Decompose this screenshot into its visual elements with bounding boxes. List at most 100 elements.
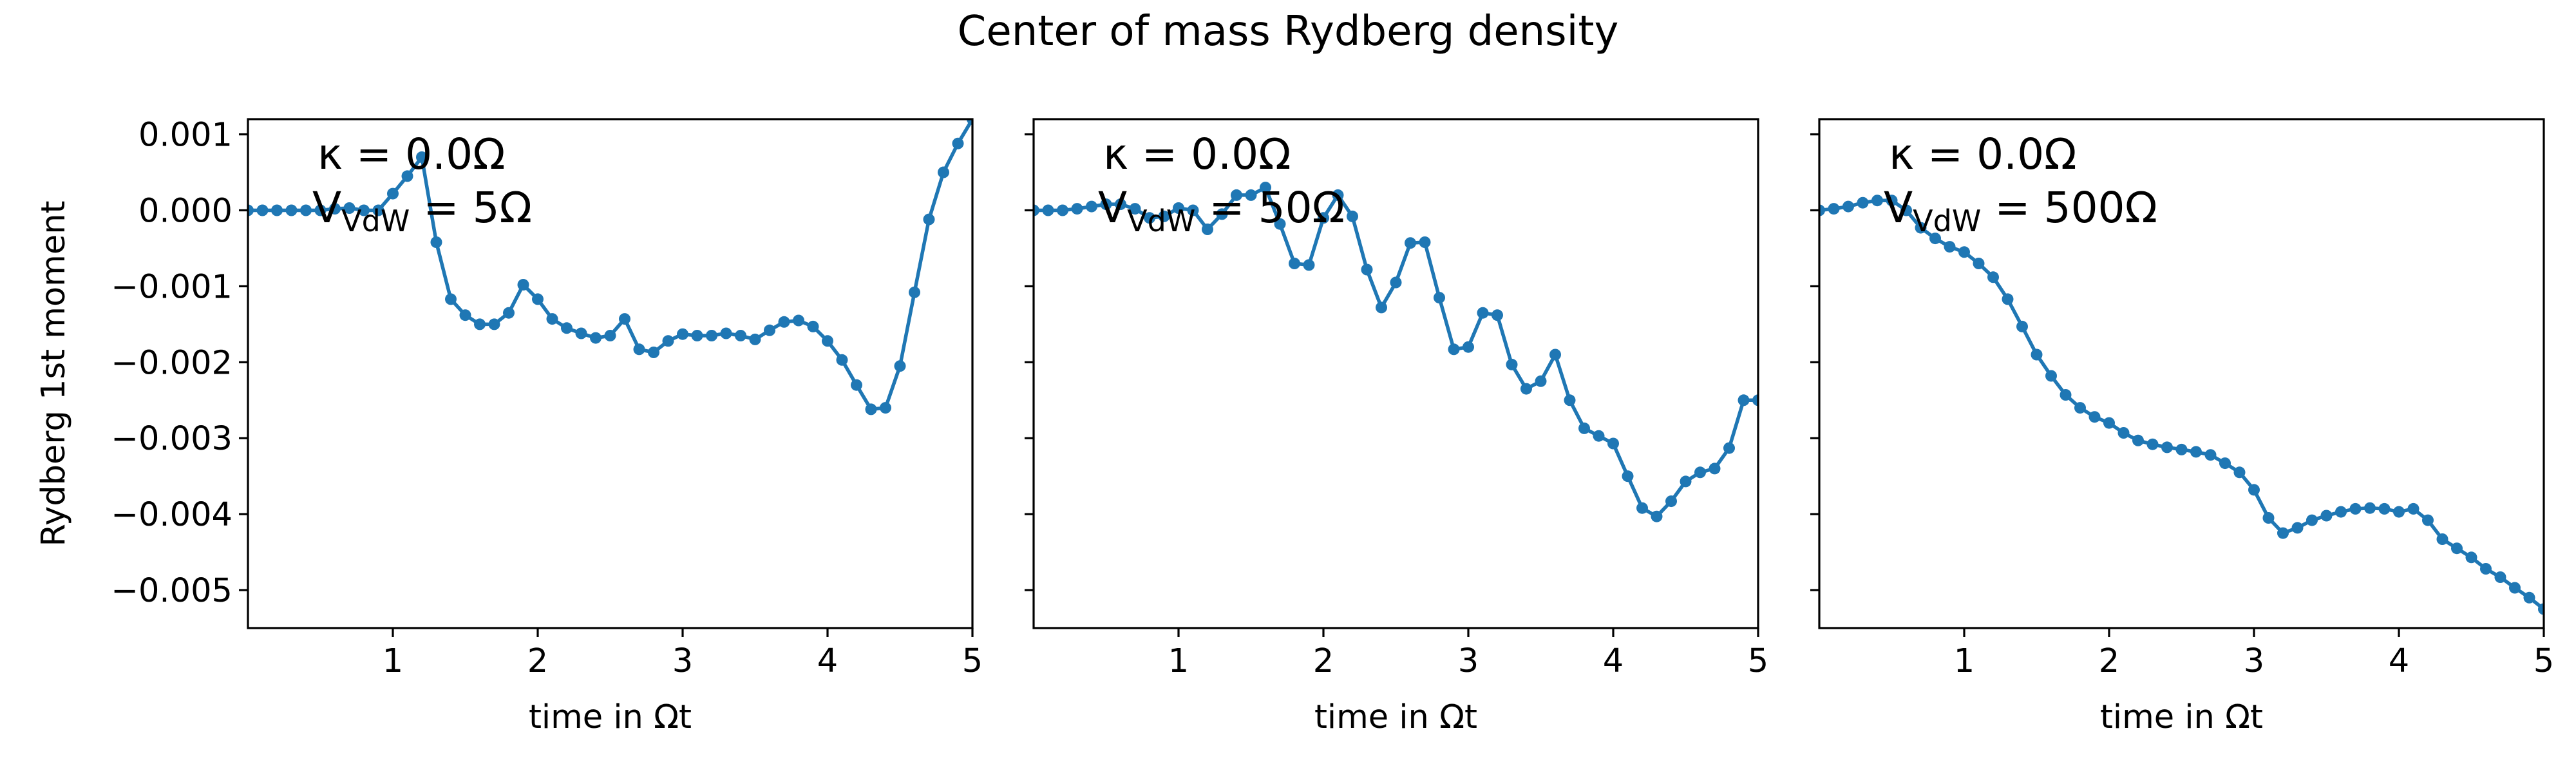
data-point [749, 333, 761, 345]
y-tick-label: −0.005 [111, 572, 232, 610]
data-point [1535, 375, 1547, 387]
data-point [836, 354, 848, 366]
data-point [923, 213, 935, 225]
data-point [706, 330, 717, 341]
data-point [1129, 203, 1141, 215]
data-point [1738, 394, 1750, 406]
data-point [2277, 527, 2289, 539]
data-point [1871, 195, 1883, 207]
data-point [1115, 198, 1126, 211]
data-point [1057, 204, 1068, 216]
data-point [720, 327, 732, 339]
y-tick-label: −0.002 [111, 344, 232, 382]
annotation-v-symbol: V [1884, 183, 1913, 233]
data-point [2204, 449, 2217, 461]
x-axis-label: time in Ωt [1314, 698, 1477, 736]
data-point [2436, 533, 2448, 545]
data-point [2074, 402, 2086, 414]
data-point [2016, 320, 2028, 332]
data-point [604, 330, 616, 341]
data-point [2146, 438, 2159, 450]
data-point [1318, 212, 1329, 224]
data-point [619, 313, 630, 325]
annotation-v-value: = 5Ω [410, 183, 532, 233]
data-point [561, 322, 573, 334]
data-point [633, 343, 645, 356]
data-point [822, 335, 833, 347]
x-tick-label: 3 [2244, 642, 2264, 680]
data-point [2378, 502, 2391, 515]
data-point [1419, 236, 1431, 248]
data-point [1086, 200, 1097, 213]
annotation-v-value: = 50Ω [1195, 183, 1345, 233]
data-point [546, 313, 558, 325]
x-tick-label: 4 [2389, 642, 2409, 680]
data-point [532, 293, 544, 305]
data-point [1289, 258, 1300, 269]
data-point [1622, 470, 1634, 482]
data-point [1202, 224, 1213, 235]
data-point [488, 318, 500, 330]
data-point [1973, 258, 1985, 269]
annotation-kappa: κ = 0.0Ω [1889, 129, 2077, 179]
panel-1: 1 2 3 4 5 0.001 0.000 −0.001 −0.002 −0.003 −0.004 −… [35, 117, 983, 736]
y-tick-label: 0.001 [138, 117, 232, 155]
data-point [662, 335, 674, 347]
x-tick-label: 1 [1954, 642, 1975, 680]
data-point [807, 320, 819, 332]
data-point [1071, 203, 1083, 215]
data-point [1578, 422, 1590, 434]
data-point [2494, 571, 2506, 583]
data-point [1900, 204, 1912, 216]
data-point [474, 318, 486, 330]
x-axis-label: time in Ωt [2100, 698, 2263, 736]
data-point [2161, 441, 2173, 453]
data-point [2088, 411, 2101, 423]
data-point [2407, 502, 2420, 515]
data-point [1042, 204, 1054, 216]
annotation-kappa: κ = 0.0Ω [317, 129, 506, 179]
data-point [1347, 210, 1358, 222]
y-tick-label: −0.003 [111, 420, 232, 458]
data-point [1216, 208, 1228, 220]
data-point [575, 327, 587, 339]
data-point [1549, 348, 1561, 361]
x-tick-label: 3 [672, 642, 693, 680]
data-point [343, 202, 355, 214]
data-point [1915, 222, 1927, 234]
data-point [2538, 603, 2544, 615]
data-point [1958, 246, 1970, 258]
annotation-v-symbol: V [312, 183, 341, 233]
data-point [778, 316, 790, 328]
data-point [938, 166, 949, 178]
data-point [1173, 202, 1184, 214]
data-point [1274, 218, 1286, 230]
data-point [2465, 551, 2477, 564]
data-point [1303, 259, 1315, 271]
data-point [2103, 417, 2115, 429]
data-point [401, 170, 413, 182]
data-point [2031, 348, 2043, 361]
data-point [1332, 189, 1344, 201]
figure-title: Center of mass Rydberg density [958, 8, 1619, 55]
data-point [894, 360, 906, 372]
data-point [1857, 196, 1869, 209]
data-point [1463, 341, 1474, 353]
x-tick-label: 5 [1748, 642, 1768, 680]
data-point [300, 204, 312, 216]
data-point [358, 204, 370, 216]
data-point [2349, 502, 2362, 515]
x-tick-label: 2 [2099, 642, 2119, 680]
data-point [793, 314, 804, 327]
data-point [1819, 204, 1825, 216]
data-point [503, 307, 515, 319]
x-axis-label: time in Ωt [529, 698, 692, 736]
y-tick-label: 0.000 [138, 192, 232, 230]
x-tick-label: 3 [1458, 642, 1479, 680]
data-point [2306, 514, 2318, 526]
data-point [677, 328, 688, 340]
data-point [1709, 463, 1721, 475]
data-point [2523, 591, 2535, 604]
